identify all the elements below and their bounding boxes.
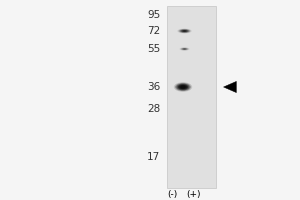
Ellipse shape — [179, 29, 190, 33]
Text: 95: 95 — [147, 10, 161, 20]
Text: 17: 17 — [147, 152, 161, 162]
Text: (+): (+) — [186, 190, 201, 200]
Ellipse shape — [177, 29, 192, 33]
Ellipse shape — [182, 48, 187, 50]
Ellipse shape — [180, 86, 186, 88]
Ellipse shape — [178, 29, 191, 33]
Ellipse shape — [182, 86, 184, 88]
Bar — [167, 6, 216, 188]
Ellipse shape — [180, 47, 189, 50]
Ellipse shape — [174, 82, 192, 92]
Ellipse shape — [182, 30, 188, 32]
Ellipse shape — [182, 48, 188, 50]
Text: 72: 72 — [147, 26, 161, 36]
Ellipse shape — [179, 85, 187, 89]
Ellipse shape — [183, 48, 186, 49]
Text: 55: 55 — [147, 44, 161, 54]
Ellipse shape — [176, 84, 190, 90]
Text: (-): (-) — [167, 190, 178, 200]
Ellipse shape — [175, 83, 191, 91]
Ellipse shape — [182, 30, 187, 32]
Ellipse shape — [178, 84, 188, 90]
Text: 28: 28 — [147, 104, 161, 114]
Polygon shape — [224, 81, 236, 93]
Ellipse shape — [180, 30, 189, 32]
Ellipse shape — [181, 48, 188, 50]
Text: 36: 36 — [147, 82, 161, 92]
